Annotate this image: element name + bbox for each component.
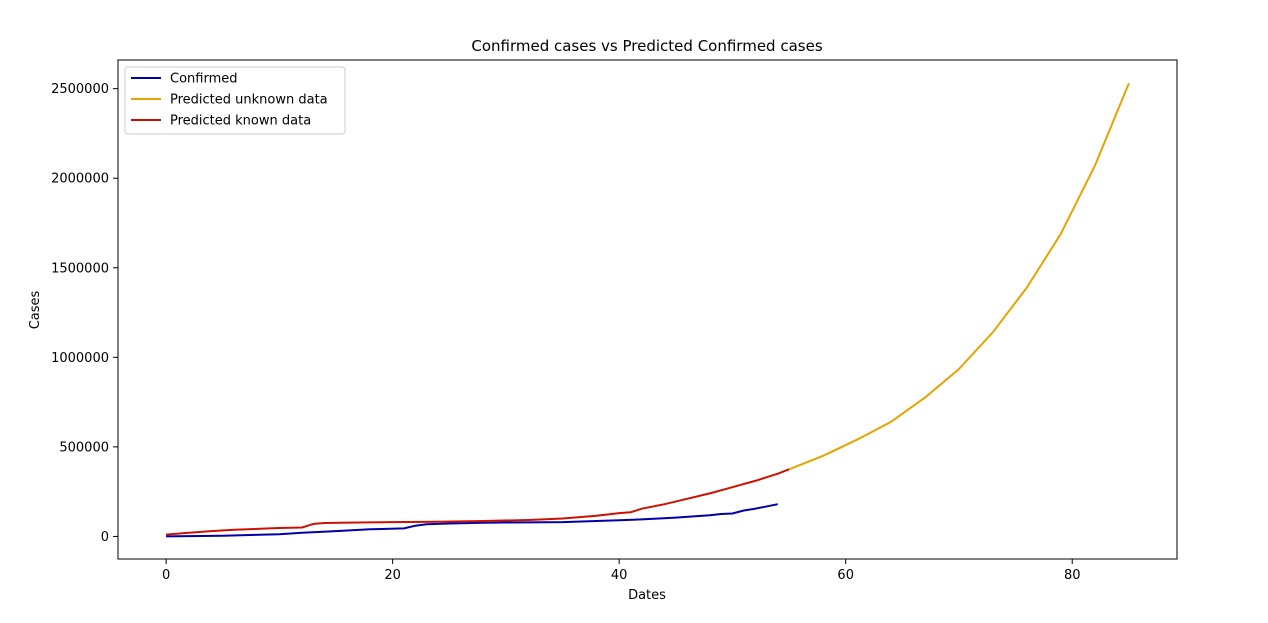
x-tick-label: 20 — [384, 568, 401, 583]
y-axis-title: Cases — [28, 290, 43, 329]
y-tick-label: 1000000 — [51, 351, 109, 366]
legend: Confirmed Predicted unknown data Predicted… — [124, 66, 346, 135]
chart-title: Confirmed cases vs Predicted Confirmed c… — [471, 37, 822, 55]
plot-area — [117, 59, 1178, 560]
x-tick-label: 0 — [162, 568, 170, 583]
x-tick-label: 80 — [1064, 568, 1081, 583]
y-tick-label: 1500000 — [51, 261, 109, 276]
y-tick-label: 500000 — [59, 440, 109, 455]
y-tick-label: 2000000 — [51, 172, 109, 187]
y-tick-label: 2500000 — [51, 82, 109, 97]
series-line-3 — [166, 468, 790, 536]
series-line-2 — [788, 82, 1130, 471]
legend-label-3: Predicted known data — [170, 114, 311, 129]
x-tick-label: 40 — [611, 568, 628, 583]
x-axis: 0 20 40 60 80 — [162, 559, 1081, 583]
y-tick-label: 0 — [101, 530, 109, 545]
y-axis: 0 500000 1000000 1500000 2000000 2500000 — [51, 82, 118, 545]
series-line-1 — [166, 503, 778, 538]
series-group — [166, 82, 1130, 538]
legend-label-2: Predicted unknown data — [170, 93, 328, 108]
legend-label-1: Confirmed — [170, 72, 238, 87]
x-tick-label: 60 — [837, 568, 854, 583]
x-axis-title: Dates — [628, 588, 666, 603]
legend-box — [124, 66, 346, 135]
